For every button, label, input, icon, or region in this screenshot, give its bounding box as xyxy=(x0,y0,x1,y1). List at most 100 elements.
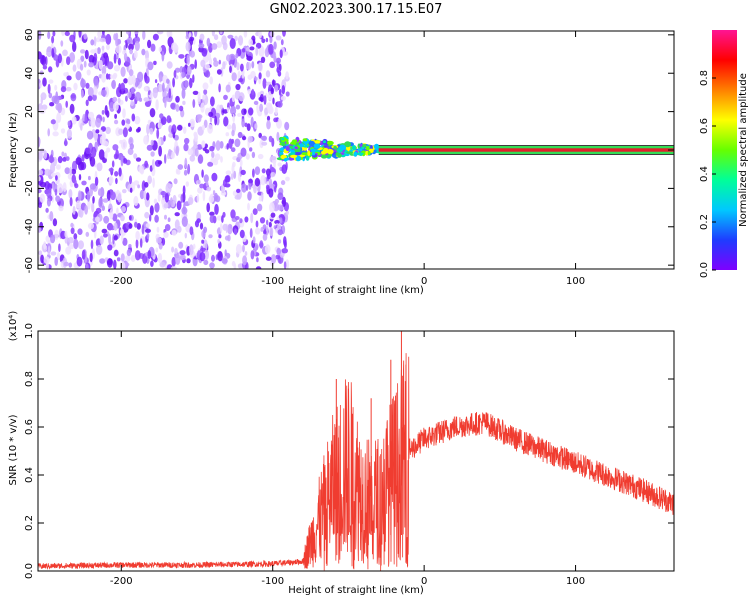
x-tick-label: 100 xyxy=(566,276,585,287)
spectrogram-noise-blob xyxy=(199,222,204,230)
spectrogram-noise-blob xyxy=(68,189,73,199)
spectrogram-noise-blob xyxy=(209,76,213,85)
spectrogram-noise-blob xyxy=(80,55,85,62)
spectrogram-noise-blob xyxy=(57,53,63,64)
spectrogram-noise-blob xyxy=(175,95,180,103)
spectrogram-noise-blob xyxy=(50,234,56,244)
spectrogram-onset-blob xyxy=(357,148,363,152)
spectrogram-noise-blob xyxy=(204,63,210,70)
spectrogram-onset-blob xyxy=(289,152,296,156)
spectrogram-noise-blob xyxy=(150,151,155,157)
y-tick-label: -20 xyxy=(24,180,35,196)
spectrogram-noise-blob xyxy=(244,216,249,223)
spectrogram-noise-blob xyxy=(66,128,72,139)
spectrogram-noise-blob xyxy=(42,65,48,70)
spectrogram-onset-blob xyxy=(307,150,311,157)
spectrogram-noise-blob xyxy=(107,244,113,251)
spectrogram-noise-blob xyxy=(90,239,94,250)
spectrogram-noise-blob xyxy=(201,239,205,244)
spectrogram-noise-blob xyxy=(111,79,116,90)
spectrogram-onset-blob xyxy=(301,152,306,156)
spectrogram-noise-blob xyxy=(168,88,172,99)
spectrogram-noise-blob xyxy=(47,83,51,94)
spectrogram-noise-blob xyxy=(203,226,208,233)
spectrogram-noise-blob xyxy=(120,253,125,262)
y-tick-label: -60 xyxy=(24,257,35,273)
spectrogram-noise-blob xyxy=(211,31,215,37)
spectrogram-noise-blob xyxy=(131,113,136,122)
spectrogram-noise-blob xyxy=(110,191,116,201)
spectrogram-noise-blob xyxy=(46,198,51,207)
spectrogram-noise-blob xyxy=(252,208,258,216)
spectrogram-noise-blob xyxy=(269,202,275,213)
spectrogram-noise-blob xyxy=(128,215,132,221)
spectrogram-noise-blob xyxy=(240,147,247,157)
spectrogram-noise-blob xyxy=(116,257,121,262)
spectrogram-onset-blob xyxy=(302,138,308,142)
x-tick-label: 0 xyxy=(421,576,427,587)
spectrogram-noise-blob xyxy=(156,226,160,233)
spectrogram-onset-blob xyxy=(351,145,357,151)
spectrogram-noise-blob xyxy=(186,258,191,264)
spectrogram-noise-blob xyxy=(219,31,223,35)
spectrogram-noise-blob xyxy=(94,132,98,142)
spectrogram-noise-blob xyxy=(263,95,267,105)
spectrogram-noise-blob xyxy=(196,193,200,203)
spectrogram-noise-blob xyxy=(133,180,140,186)
spectrogram-noise-blob xyxy=(157,252,163,264)
spectrogram-noise-blob xyxy=(40,254,44,264)
spectrogram-noise-blob xyxy=(149,108,156,118)
spectrogram-noise-blob xyxy=(145,50,149,61)
spectrogram-noise-blob xyxy=(113,259,117,269)
spectrogram-noise-blob xyxy=(249,228,253,238)
colorbar-tick-label: 0.6 xyxy=(699,118,710,134)
spectrogram-noise-blob xyxy=(244,122,248,128)
spectrogram-noise-blob xyxy=(96,162,103,172)
spectrogram-onset-blob xyxy=(365,150,369,156)
spectrogram-noise-blob xyxy=(50,119,56,125)
spectrogram-noise-blob xyxy=(61,151,65,157)
spectrogram-x-label: Height of straight line (km) xyxy=(288,285,424,296)
spectrogram-y-label: Frequency (Hz) xyxy=(8,112,19,188)
spectrogram-noise-blob xyxy=(70,222,74,228)
spectrogram-noise-blob xyxy=(274,220,280,225)
spectrogram-noise-blob xyxy=(118,167,122,177)
spectrogram-noise-blob xyxy=(119,261,126,269)
spectrogram-noise-blob xyxy=(100,89,107,97)
spectrogram-noise-blob xyxy=(89,187,93,197)
spectrogram-noise-blob xyxy=(258,196,262,202)
spectrogram-noise-blob xyxy=(107,61,114,70)
spectrogram-noise-blob xyxy=(281,85,286,95)
spectrogram-noise-blob xyxy=(181,216,188,228)
spectrogram-noise-blob xyxy=(161,50,165,62)
spectrogram-noise-blob xyxy=(248,38,253,46)
spectrogram-noise-blob xyxy=(126,31,130,35)
spectrogram-noise-blob xyxy=(173,134,179,141)
spectrogram-noise-blob xyxy=(254,123,258,130)
colorbar-tick-label: 0.4 xyxy=(699,166,710,182)
spectrogram-noise-blob xyxy=(273,51,277,62)
spectrogram-noise-blob xyxy=(48,156,55,163)
spectrogram-noise-blob xyxy=(221,215,224,223)
spectrogram-noise-blob xyxy=(81,180,87,186)
spectrogram-noise-blob xyxy=(250,250,255,260)
spectrogram-noise-blob xyxy=(54,188,58,196)
y-tick-label: -40 xyxy=(24,219,35,235)
spectrogram-noise-blob xyxy=(154,79,158,84)
spectrogram-noise-blob xyxy=(259,94,264,103)
spectrogram-noise-blob xyxy=(189,118,196,128)
spectrogram-noise-blob xyxy=(266,120,271,130)
spectrogram-noise-blob xyxy=(127,36,133,45)
spectrogram-noise-blob xyxy=(99,129,103,135)
spectrogram-noise-blob xyxy=(64,138,67,147)
y-tick-label: 20 xyxy=(24,105,35,118)
spectrogram-noise-blob xyxy=(239,229,245,239)
spectrogram-noise-blob xyxy=(285,259,290,269)
spectrogram-noise-blob xyxy=(281,164,288,175)
spectrogram-noise-blob xyxy=(259,217,266,224)
spectrogram-noise-blob xyxy=(75,157,82,166)
y-tick-label: 0.8 xyxy=(24,371,35,387)
spectrogram-noise-blob xyxy=(192,90,199,95)
spectrogram-noise-blob xyxy=(273,117,279,123)
spectrogram-noise-blob xyxy=(52,218,58,227)
